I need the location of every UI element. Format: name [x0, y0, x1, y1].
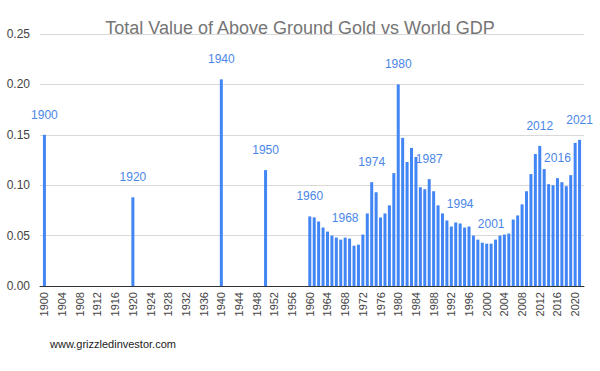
- svg-text:1940: 1940: [208, 52, 235, 66]
- svg-text:Total Value of Above Ground Go: Total Value of Above Ground Gold vs Worl…: [105, 18, 495, 38]
- svg-text:2004: 2004: [498, 292, 510, 316]
- svg-text:0.00: 0.00: [7, 279, 31, 293]
- svg-text:0.15: 0.15: [7, 128, 31, 142]
- svg-text:1980: 1980: [392, 292, 404, 316]
- svg-text:1912: 1912: [91, 292, 103, 316]
- svg-text:1940: 1940: [215, 292, 227, 316]
- svg-text:1920: 1920: [127, 292, 139, 316]
- svg-text:2000: 2000: [481, 292, 493, 316]
- svg-text:2012: 2012: [534, 292, 546, 316]
- svg-text:2016: 2016: [544, 151, 571, 165]
- svg-text:1936: 1936: [198, 292, 210, 316]
- svg-text:1968: 1968: [332, 211, 359, 225]
- svg-text:1972: 1972: [357, 292, 369, 316]
- svg-text:2021: 2021: [566, 113, 593, 127]
- svg-text:1908: 1908: [74, 292, 86, 316]
- svg-text:2012: 2012: [526, 119, 553, 133]
- svg-text:0.25: 0.25: [7, 27, 31, 41]
- svg-text:0.20: 0.20: [7, 77, 31, 91]
- svg-text:1944: 1944: [233, 292, 245, 316]
- svg-text:1968: 1968: [339, 292, 351, 316]
- svg-text:1924: 1924: [145, 292, 157, 316]
- svg-text:2020: 2020: [569, 292, 581, 316]
- svg-text:1988: 1988: [428, 292, 440, 316]
- svg-text:1900: 1900: [38, 292, 50, 316]
- svg-text:1960: 1960: [304, 292, 316, 316]
- svg-text:1950: 1950: [252, 143, 279, 157]
- svg-text:0.05: 0.05: [7, 229, 31, 243]
- svg-text:1987: 1987: [416, 152, 443, 166]
- svg-text:1980: 1980: [385, 57, 412, 71]
- svg-text:1976: 1976: [375, 292, 387, 316]
- svg-text:2016: 2016: [551, 292, 563, 316]
- svg-text:1948: 1948: [251, 292, 263, 316]
- svg-text:1900: 1900: [31, 108, 58, 122]
- svg-text:1916: 1916: [109, 292, 121, 316]
- svg-text:1952: 1952: [268, 292, 280, 316]
- svg-text:www.grizzledinvestor.com: www.grizzledinvestor.com: [49, 338, 176, 350]
- svg-text:1974: 1974: [358, 155, 385, 169]
- svg-text:0.10: 0.10: [7, 178, 31, 192]
- svg-text:1956: 1956: [286, 292, 298, 316]
- svg-text:1904: 1904: [56, 292, 68, 316]
- svg-text:2008: 2008: [516, 292, 528, 316]
- svg-text:1920: 1920: [120, 170, 147, 184]
- svg-text:1984: 1984: [410, 292, 422, 316]
- svg-text:1964: 1964: [321, 292, 333, 316]
- svg-text:1928: 1928: [162, 292, 174, 316]
- svg-text:2001: 2001: [478, 217, 505, 231]
- svg-text:1932: 1932: [180, 292, 192, 316]
- svg-text:1996: 1996: [463, 292, 475, 316]
- svg-text:1992: 1992: [445, 292, 457, 316]
- svg-text:1960: 1960: [296, 189, 323, 203]
- svg-text:1994: 1994: [447, 197, 474, 211]
